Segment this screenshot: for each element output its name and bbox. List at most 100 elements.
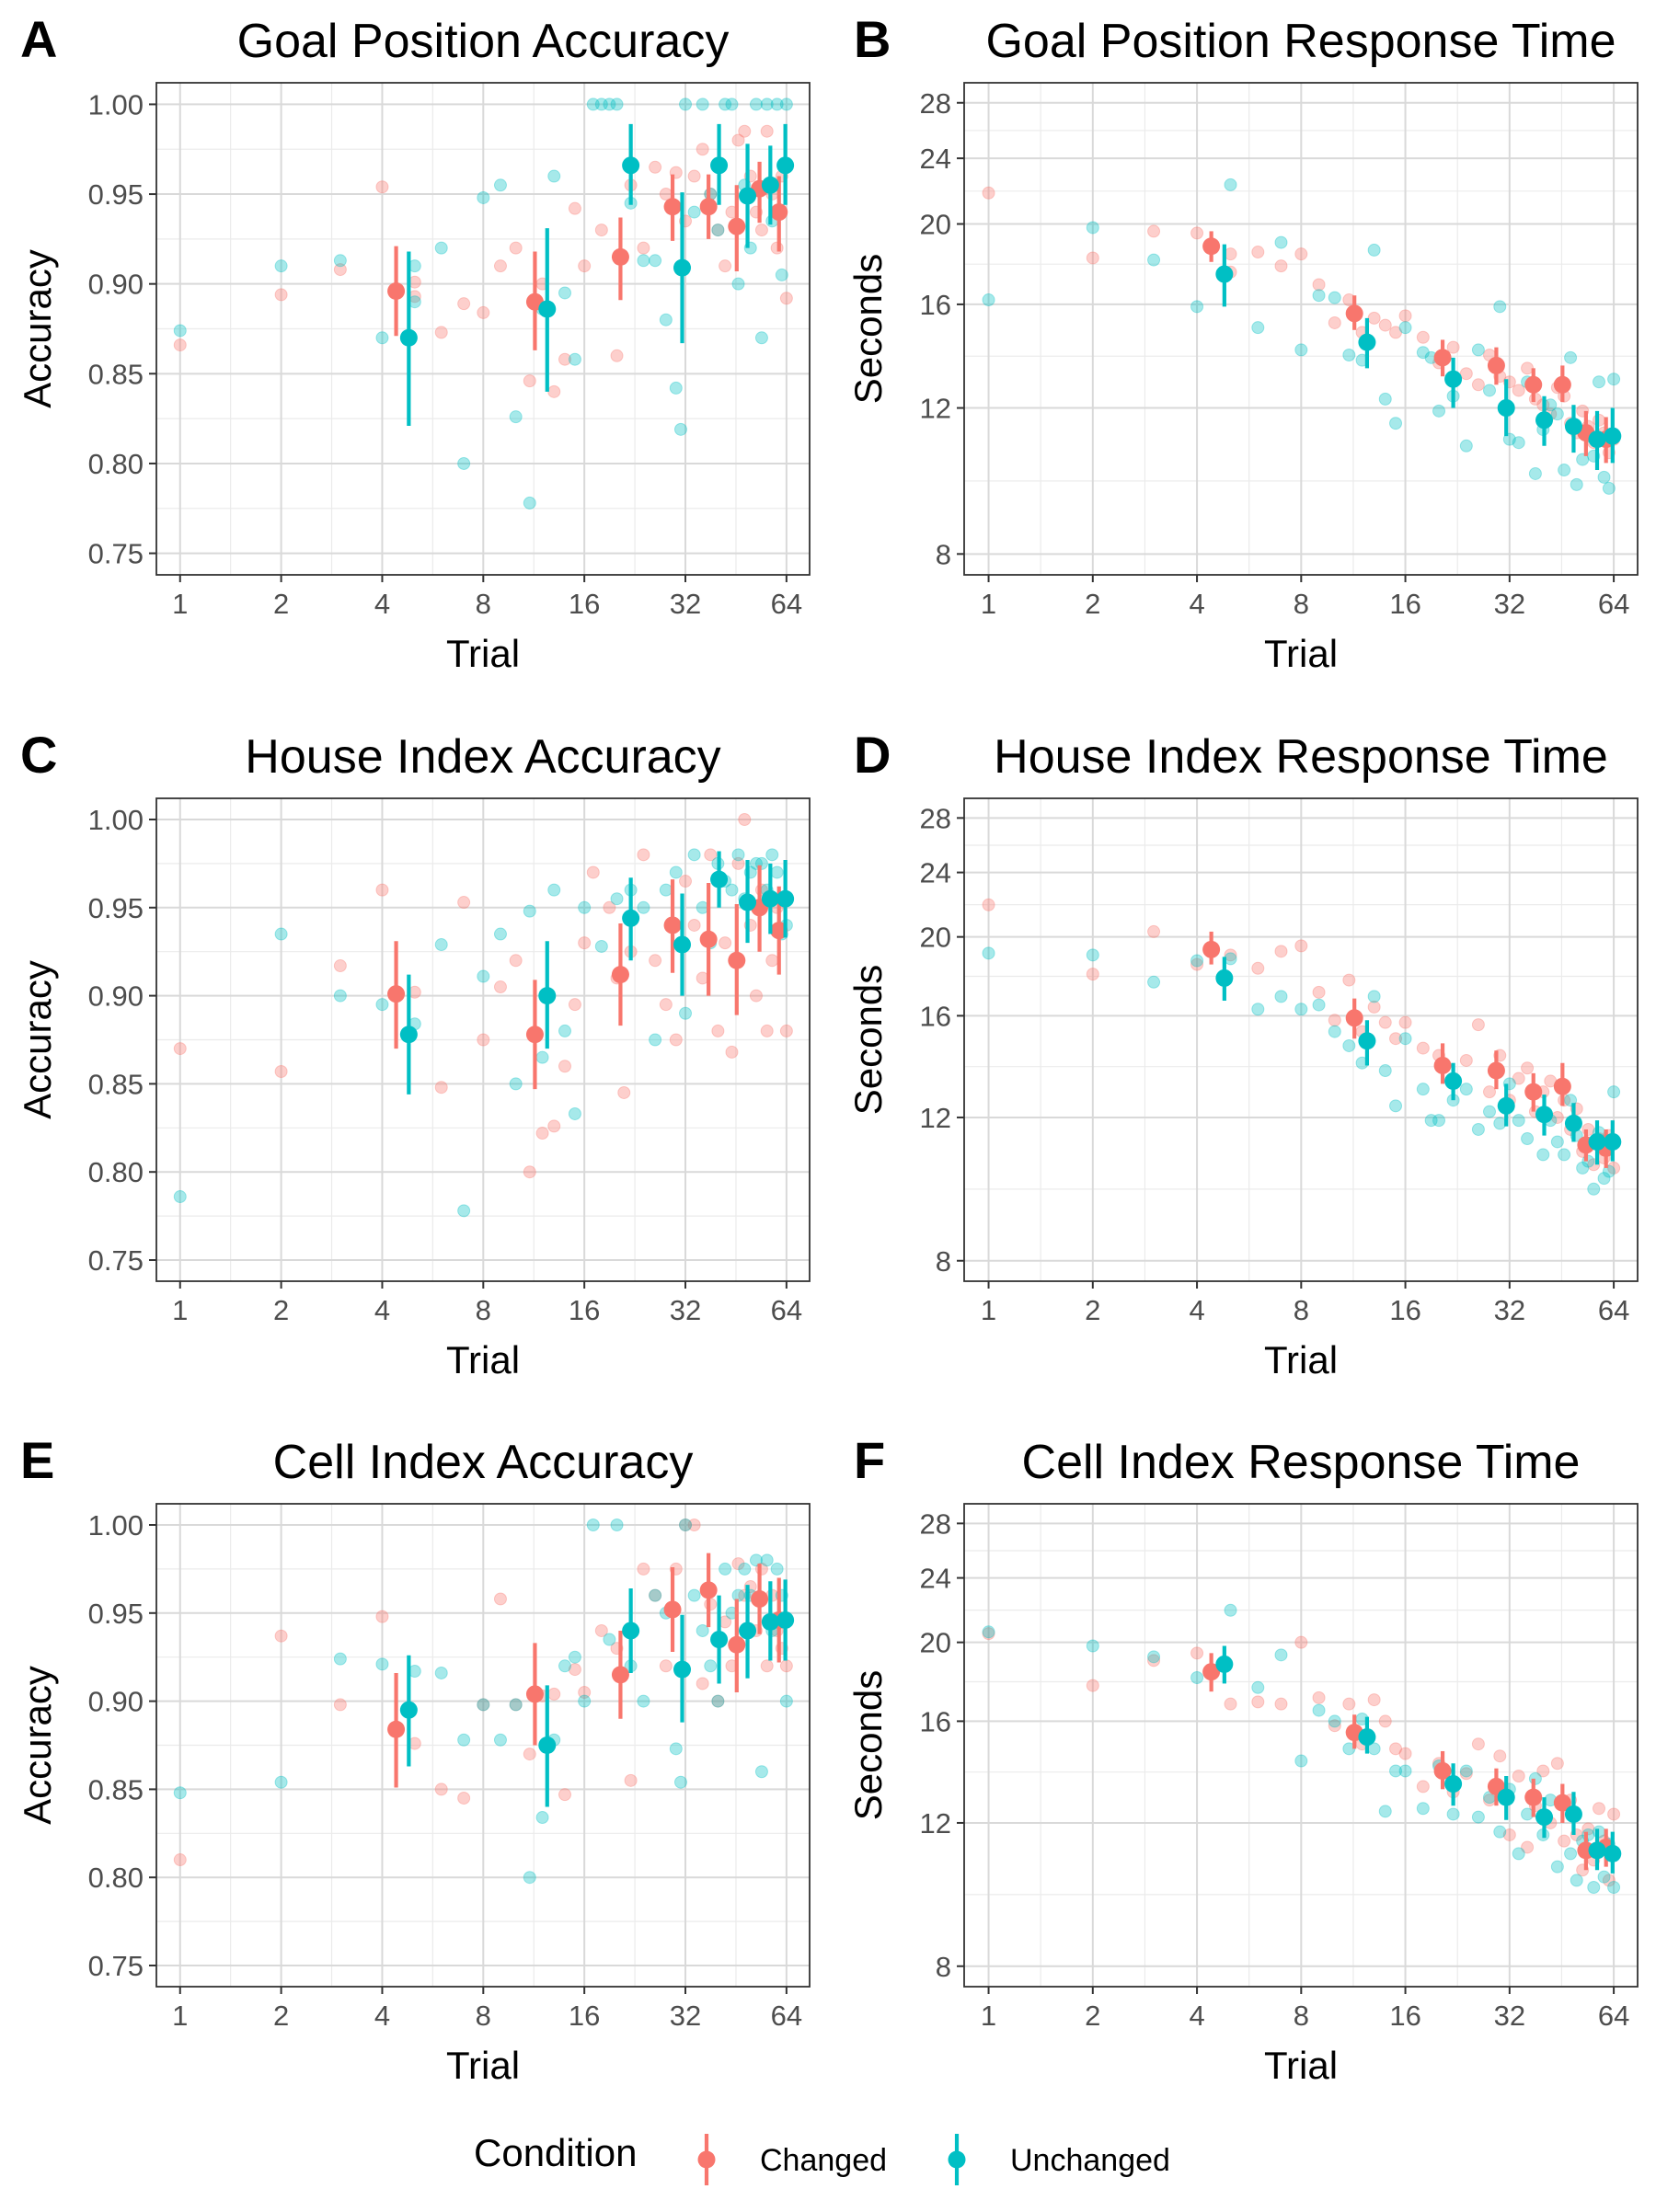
mean-point	[1202, 1663, 1221, 1681]
panel-title: Cell Index Accuracy	[273, 1436, 694, 1489]
data-point	[1416, 330, 1430, 344]
data-point	[770, 865, 784, 879]
mean-point	[739, 1622, 757, 1640]
mean-point	[1588, 430, 1606, 449]
y-tick-label: 0.95	[88, 892, 144, 924]
mean-point	[1215, 1655, 1234, 1673]
data-point	[731, 277, 745, 291]
data-point	[274, 1775, 288, 1789]
panel-title: House Index Accuracy	[245, 730, 720, 784]
data-point	[535, 1811, 549, 1825]
data-point	[760, 97, 774, 111]
mean-point	[710, 1631, 729, 1649]
data-point	[1389, 1099, 1403, 1113]
data-point	[1528, 466, 1542, 480]
x-tick-label: 8	[1294, 588, 1309, 620]
data-point	[610, 349, 624, 362]
y-tick-label: 1.00	[88, 804, 144, 836]
data-point	[1416, 346, 1430, 360]
mean-point	[770, 203, 788, 222]
data-point	[457, 1204, 471, 1218]
data-point	[1147, 224, 1161, 238]
data-point	[1378, 1714, 1392, 1728]
data-point	[760, 1553, 774, 1567]
data-point	[1597, 1870, 1611, 1884]
panel-border	[963, 797, 1639, 1282]
mean-point	[387, 1720, 406, 1738]
data-point	[1564, 1847, 1578, 1861]
x-tick-label: 32	[1494, 1294, 1525, 1326]
data-point	[1493, 1117, 1507, 1130]
data-point	[725, 883, 739, 897]
data-point	[610, 97, 624, 111]
data-point	[493, 178, 507, 192]
data-point	[711, 1694, 725, 1708]
data-point	[434, 1782, 448, 1796]
data-point	[1398, 1764, 1412, 1778]
y-tick-label: 1.00	[88, 1509, 144, 1542]
data-point	[1581, 1822, 1595, 1836]
x-tick-label: 4	[1189, 1294, 1204, 1326]
x-tick-label: 1	[981, 2000, 996, 2032]
series-points-unchanged	[173, 1518, 793, 1885]
data-point	[457, 1791, 471, 1805]
data-point	[1536, 1764, 1550, 1778]
data-point	[1483, 384, 1497, 397]
data-point	[1251, 1695, 1265, 1709]
data-point	[1147, 253, 1161, 267]
data-point	[1190, 300, 1204, 314]
x-tick-label: 64	[1598, 1294, 1629, 1326]
panel-e: 1 2 4 8 16 32 64 0.75 0.80 0.85 0.90 0.95 1.00 E Cell …	[16, 1431, 811, 2087]
data-point	[493, 980, 507, 994]
data-point	[754, 856, 768, 870]
data-point	[1471, 1737, 1485, 1751]
data-point	[594, 223, 608, 237]
data-point	[1342, 1697, 1356, 1711]
data-point	[1558, 1834, 1571, 1848]
mean-point	[399, 328, 418, 347]
data-point	[1312, 1703, 1326, 1717]
x-axis-title: Trial	[1264, 632, 1338, 675]
mean-point	[761, 1612, 779, 1631]
data-point	[1224, 1697, 1237, 1711]
data-point	[1294, 343, 1308, 357]
data-point	[649, 1588, 662, 1602]
mean-point	[1433, 1761, 1452, 1780]
mean-point	[1535, 1106, 1554, 1124]
x-tick-label: 1	[172, 1294, 188, 1326]
data-point	[1224, 247, 1237, 261]
mean-point	[1358, 333, 1376, 351]
data-point	[696, 97, 709, 111]
data-point	[274, 1629, 288, 1643]
mean-point	[1524, 1083, 1543, 1101]
data-point	[1389, 1032, 1403, 1046]
data-point	[704, 848, 718, 862]
data-point	[738, 124, 752, 138]
data-point	[1086, 1679, 1099, 1692]
data-point	[493, 259, 507, 273]
series-points-changed	[982, 1627, 1621, 1887]
data-point	[568, 352, 581, 366]
data-point	[1389, 1742, 1403, 1756]
data-point	[535, 1127, 549, 1140]
data-point	[1471, 1122, 1485, 1136]
y-axis-title: Seconds	[846, 254, 890, 404]
x-tick-label: 4	[374, 2000, 390, 2032]
mean-point	[1202, 940, 1221, 958]
y-tick-label: 0.85	[88, 1068, 144, 1100]
x-tick-label: 16	[1389, 2000, 1420, 2032]
data-point	[1378, 1064, 1392, 1078]
data-point	[749, 97, 763, 111]
panel-letter: C	[20, 726, 57, 784]
x-axis-title: Trial	[1264, 2044, 1338, 2087]
legend-label: Changed	[760, 2143, 887, 2178]
data-point	[1147, 924, 1161, 938]
y-tick-label: 20	[920, 1627, 951, 1659]
data-point	[1328, 315, 1341, 329]
series-means-changed	[1202, 231, 1616, 464]
data-point	[1190, 226, 1204, 240]
data-point	[1459, 1764, 1473, 1778]
data-point	[982, 293, 995, 307]
data-point	[1378, 1805, 1392, 1818]
